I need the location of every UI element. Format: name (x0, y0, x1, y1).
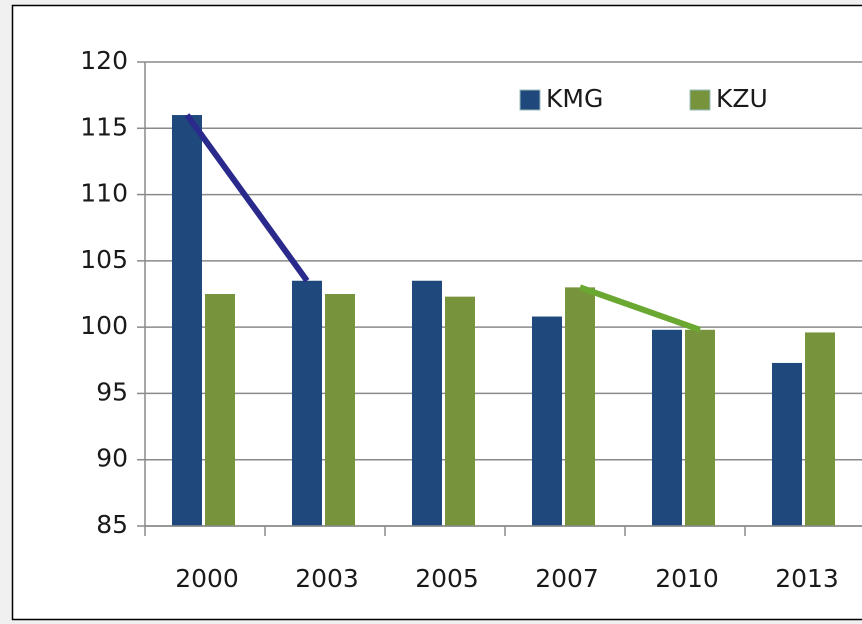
bar (205, 294, 235, 526)
legend-swatch (689, 89, 711, 111)
trend-line (579, 284, 701, 333)
bar (532, 316, 562, 526)
legend-swatch (519, 89, 541, 111)
bar (292, 280, 322, 526)
bar (325, 294, 355, 526)
y-tick-label: 105 (80, 245, 128, 274)
y-tick-label: 120 (80, 46, 128, 75)
y-tick-label: 110 (80, 179, 128, 208)
y-tick-label: 115 (80, 112, 128, 141)
x-tick-label: 2003 (295, 564, 359, 593)
y-tick-label: 90 (96, 444, 128, 473)
x-tick-label: 2010 (655, 564, 719, 593)
y-tick-label: 85 (96, 510, 128, 539)
bar (772, 362, 802, 526)
y-tick-label: 100 (80, 311, 128, 340)
bar (805, 332, 835, 526)
trend-line (184, 113, 310, 283)
bar (685, 329, 715, 526)
x-tick-label: 2005 (415, 564, 479, 593)
legend-label: KMG (546, 84, 603, 113)
bar (412, 280, 442, 526)
x-tick-label: 2007 (535, 564, 599, 593)
x-tick-label: 2000 (175, 564, 239, 593)
bar (652, 329, 682, 526)
x-tick-label: 2013 (775, 564, 839, 593)
bar (172, 115, 202, 527)
y-tick-label: 95 (96, 377, 128, 406)
bar (565, 287, 595, 526)
legend-label: KZU (716, 84, 768, 113)
bar (445, 296, 475, 526)
